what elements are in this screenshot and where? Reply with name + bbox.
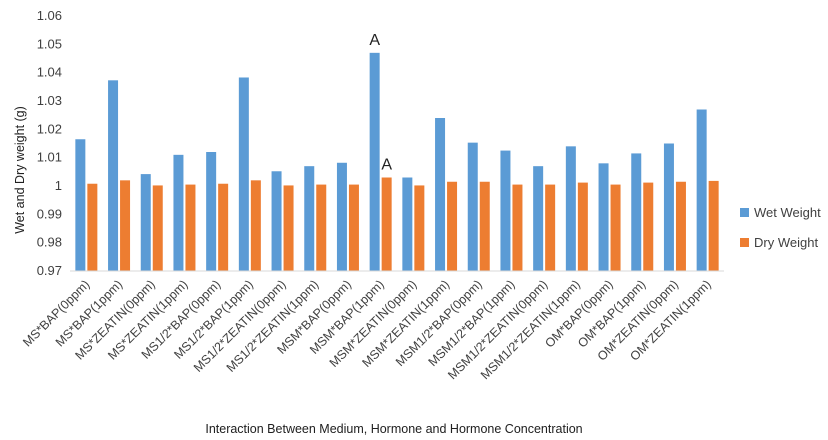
dry-weight-bar [643,182,654,271]
wet-weight-bar [206,152,217,271]
legend-label: Dry Weight [754,235,818,250]
dry-weight-bar [152,185,163,271]
y-tick-label: 1.04 [37,65,62,80]
x-axis-ticks: MS*BAP(0ppm)MS*BAP(1ppm)MS*ZEATIN(0ppm)M… [20,277,714,382]
wet-weight-bar [663,143,674,271]
y-tick-label: 1.06 [37,8,62,23]
y-tick-label: 1.03 [37,93,62,108]
dry-weight-bar [250,180,261,271]
dry-weight-bar [218,183,229,271]
y-axis-title: Wet and Dry weight (g) [13,106,27,234]
dry-weight-bar [414,185,425,271]
wet-weight-bar [500,150,511,271]
dry-weight-bar [120,180,131,271]
legend-swatch-wet [740,208,749,217]
wet-weight-bar [173,154,184,271]
annotations: AA [369,32,392,174]
wet-weight-bar [467,142,478,271]
annotation-label: A [369,32,380,49]
wet-weight-bar [108,80,119,271]
dry-weight-bar [577,182,588,271]
dry-weight-bar [479,181,490,271]
wet-weight-bar [565,146,576,271]
y-tick-label: 0.99 [37,206,62,221]
dry-weight-bar [675,181,686,271]
wet-weight-bar [140,174,151,271]
dry-weight-bar [316,184,327,271]
y-tick-label: 1.02 [37,121,62,136]
y-tick-label: 1.01 [37,150,62,165]
dry-weight-bar [512,184,523,271]
dry-weight-bar [185,184,196,271]
wet-weight-bar [238,77,249,271]
legend: Wet Weight Dry Weight [740,205,821,250]
wet-weight-bar [533,166,544,271]
bars [75,52,719,272]
dry-weight-bar [87,183,98,271]
wet-weight-bar [696,109,707,271]
annotation-label: A [381,157,392,174]
wet-weight-bar [336,162,347,271]
wet-weight-bar [631,153,642,271]
y-tick-label: 1 [55,178,62,193]
wet-weight-bar [75,139,86,271]
wet-weight-bar [402,177,413,271]
dry-weight-bar [545,184,556,271]
dry-weight-bar [348,184,359,271]
dry-weight-bar [381,177,392,271]
wet-weight-bar [435,118,446,271]
wet-weight-bar [369,52,380,272]
dry-weight-bar [708,180,719,271]
x-axis-title: Interaction Between Medium, Hormone and … [205,422,582,436]
dry-weight-bar [610,184,621,271]
wet-weight-bar [271,171,282,271]
y-axis-ticks: 0.97 0.98 0.99 1 1.01 1.02 1.03 1.04 1.05 1.06 [37,8,62,278]
y-tick-label: 0.98 [37,235,62,250]
y-tick-label: 1.05 [37,36,62,51]
wet-weight-bar [598,163,609,271]
legend-label: Wet Weight [754,205,821,220]
dry-weight-bar [447,181,458,271]
legend-swatch-dry [740,238,749,247]
y-tick-label: 0.97 [37,263,62,278]
dry-weight-bar [283,185,294,271]
wet-weight-bar [304,166,315,271]
